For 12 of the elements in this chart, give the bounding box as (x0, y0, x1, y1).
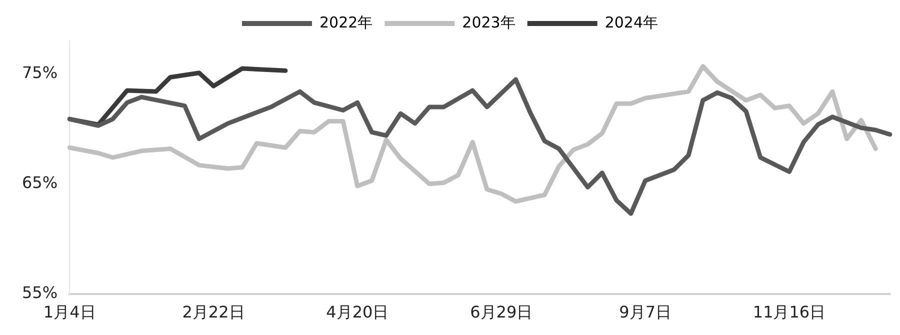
x-tick-label: 1月4日 (43, 302, 96, 322)
y-tick-label: 75% (22, 63, 58, 82)
y-tick-label: 55% (22, 282, 58, 302)
x-tick-label: 4月20日 (326, 302, 389, 322)
legend-label: 2022年 (319, 13, 373, 32)
y-tick-label: 65% (22, 173, 58, 192)
x-tick-label: 9月7日 (619, 302, 672, 322)
x-tick-label: 11月16日 (752, 302, 826, 322)
x-tick-label: 2月22日 (182, 302, 245, 322)
x-tick-label: 6月29日 (470, 302, 533, 322)
legend-label: 2024年 (604, 13, 658, 32)
legend-label: 2023年 (462, 13, 516, 32)
